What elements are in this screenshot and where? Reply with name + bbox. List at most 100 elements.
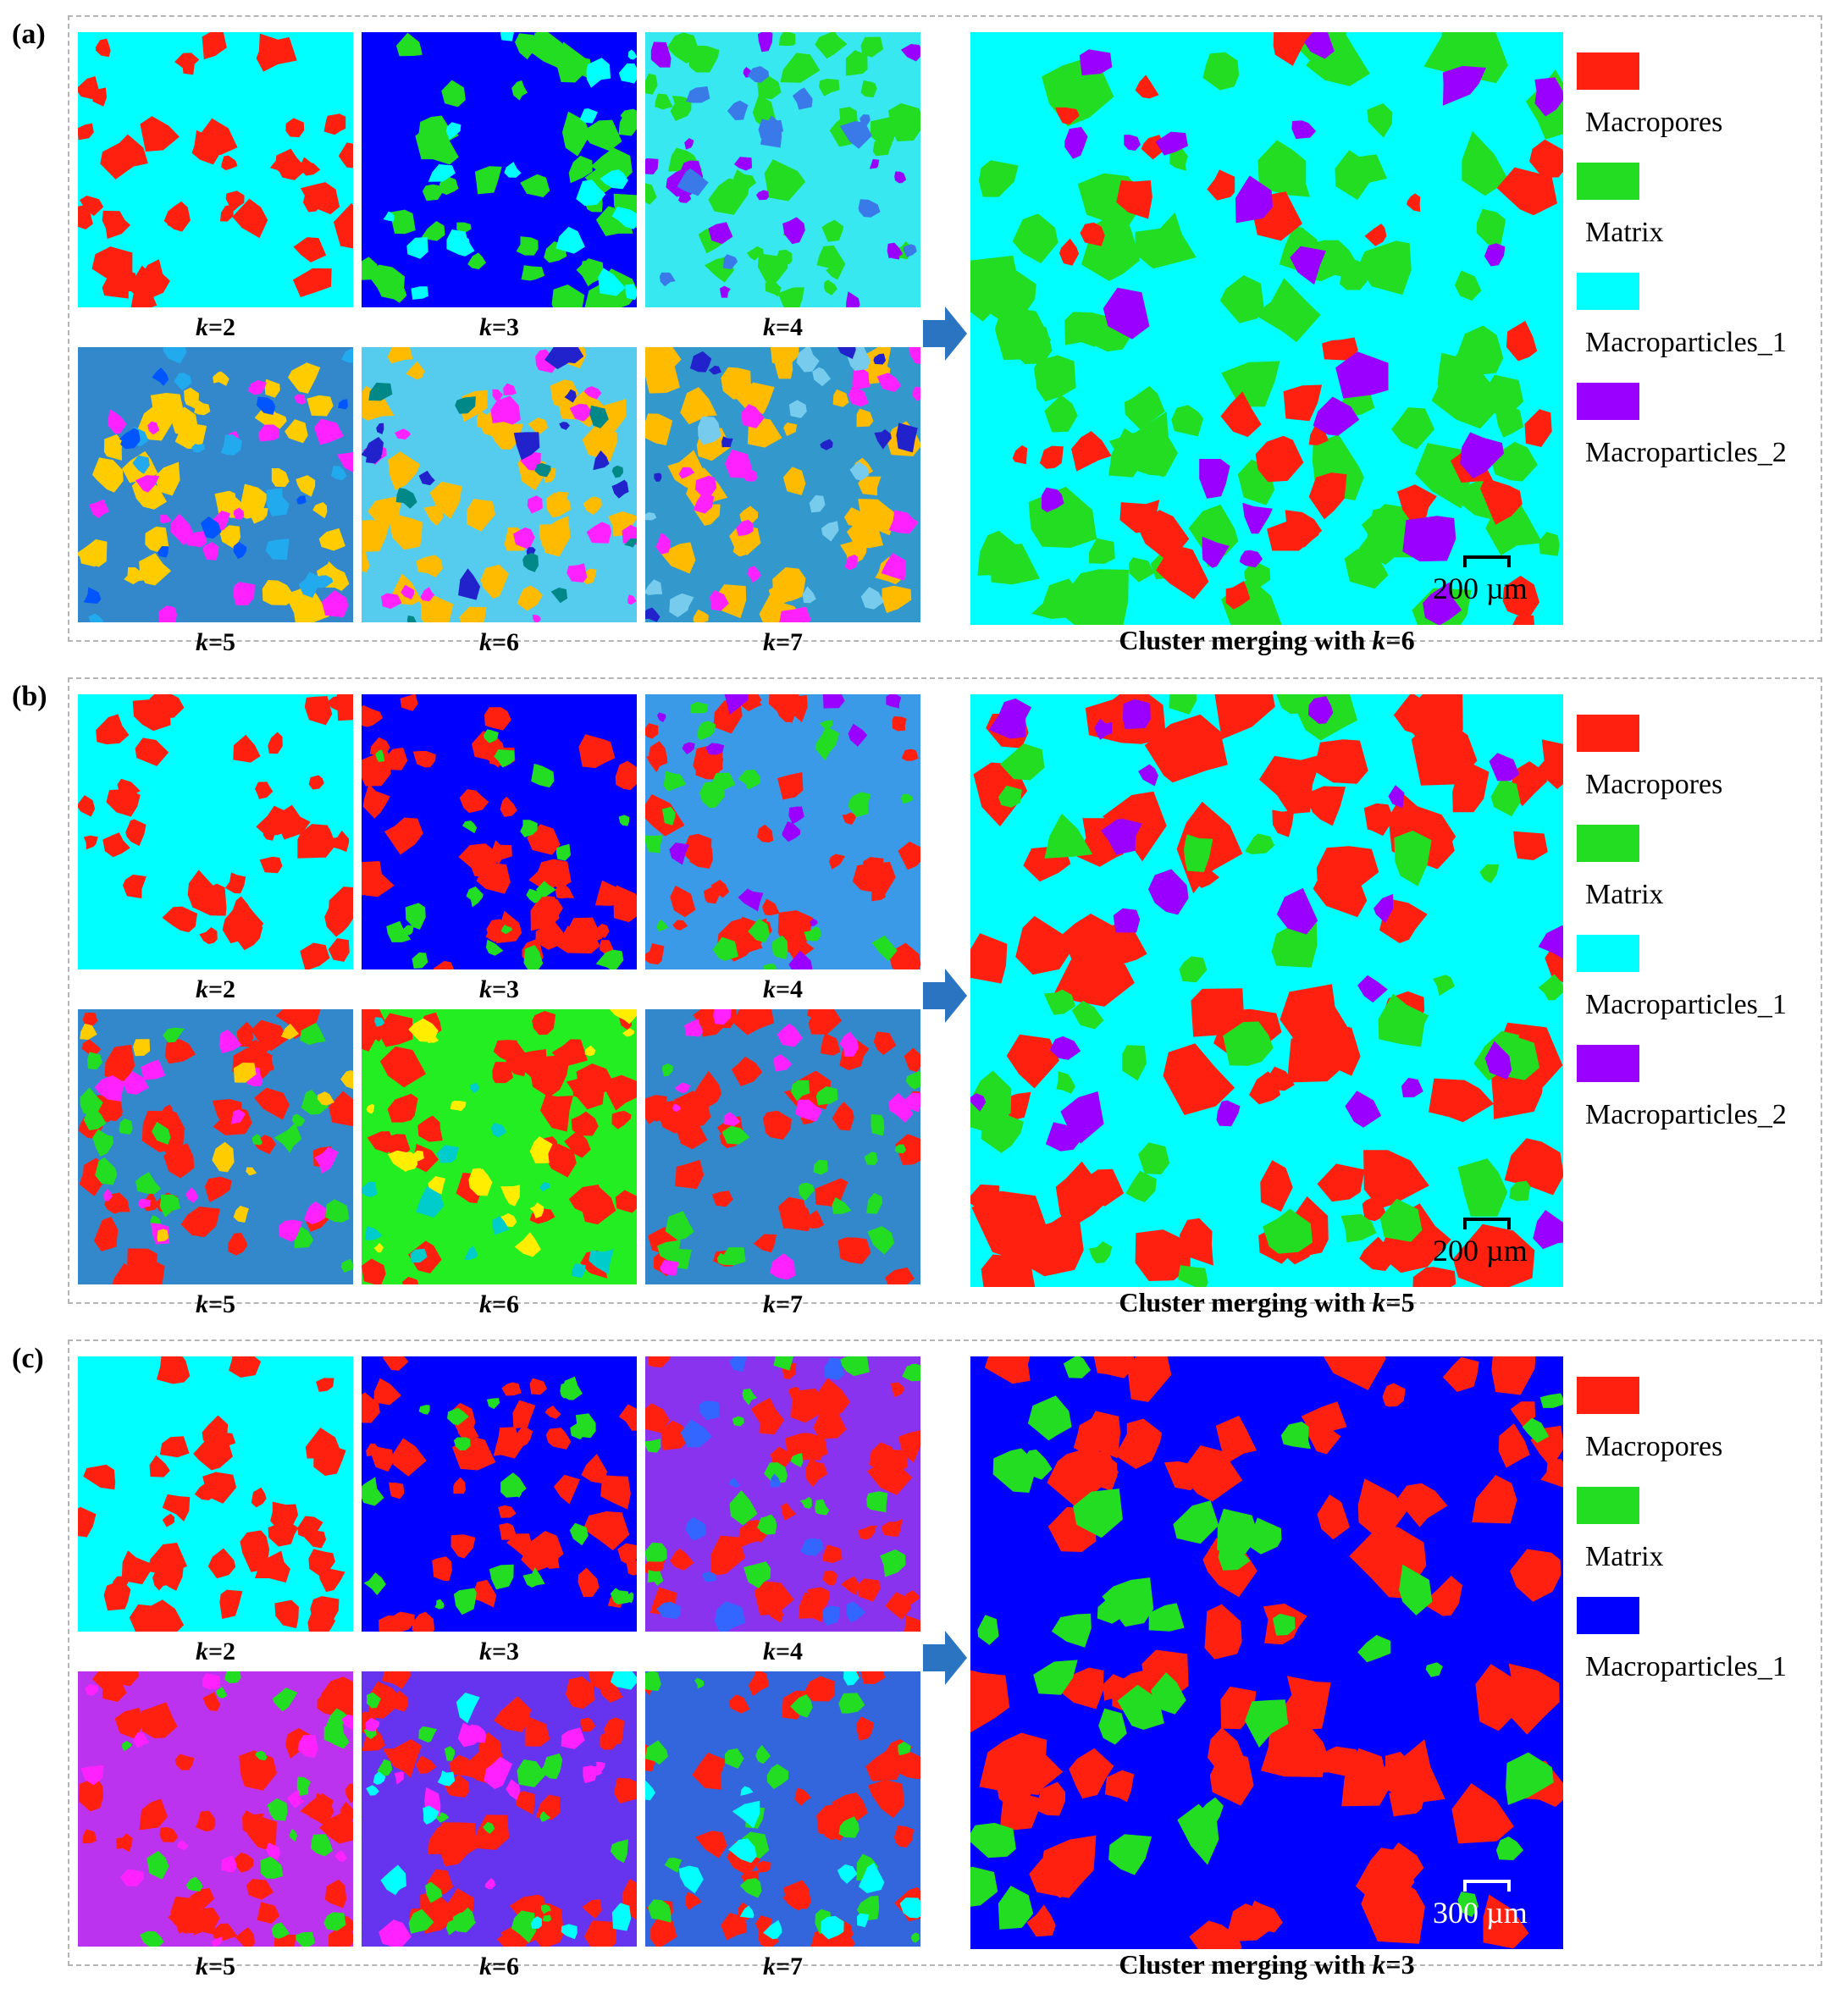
phase-region (645, 413, 673, 446)
phase-region (593, 450, 610, 471)
phase-region (888, 510, 919, 534)
label-part: 2 (223, 1638, 236, 1665)
phase-region (822, 1544, 843, 1564)
phase-region (600, 1475, 631, 1510)
phase-region (489, 1564, 514, 1590)
phase-region (617, 1543, 637, 1567)
phase-region (889, 249, 899, 260)
phase-region (757, 32, 773, 52)
phase-region (1506, 1752, 1554, 1805)
phase-region (723, 1247, 746, 1266)
phase-region (88, 613, 104, 622)
phase-region (149, 694, 185, 719)
phase-region (1220, 391, 1262, 438)
phase-region (133, 1039, 151, 1057)
phase-region (804, 926, 821, 942)
phase-region (578, 734, 616, 769)
phase-region (338, 142, 353, 168)
phase-region (191, 444, 205, 453)
texture-phases (78, 1671, 353, 1947)
phase-region (1178, 1265, 1208, 1287)
phase-region (1504, 1138, 1563, 1196)
phase-region (211, 1936, 223, 1947)
phase-region (977, 530, 1022, 578)
phase-region (429, 481, 462, 519)
label-part: k (195, 1952, 208, 1980)
phase-region (748, 918, 770, 943)
phase-region (492, 389, 504, 401)
label-part: = (207, 975, 224, 1003)
phase-region (191, 883, 227, 916)
phase-region (422, 184, 445, 202)
phase-region (362, 1258, 386, 1284)
phase-region (514, 1791, 535, 1815)
phase-region (567, 563, 588, 583)
phase-region (741, 404, 765, 428)
phase-region (368, 1681, 405, 1719)
phase-region (79, 196, 104, 217)
phase-region (1457, 1892, 1479, 1918)
phase-region (1496, 167, 1557, 216)
right-arrow-icon (923, 307, 967, 361)
phase-region (102, 832, 130, 858)
label-part: = (491, 1952, 507, 1980)
phase-region (756, 1516, 776, 1532)
texture-phases (645, 347, 920, 622)
phase-region (904, 1047, 920, 1073)
phase-region (280, 1023, 299, 1040)
phase-region (529, 1136, 553, 1163)
phase-region (611, 207, 637, 229)
phase-region (174, 1754, 195, 1770)
phase-region (815, 1086, 838, 1106)
phase-region (757, 253, 788, 290)
phase-region (732, 539, 754, 557)
segmentation-texture (362, 694, 637, 969)
phase-region (1373, 893, 1394, 924)
phase-region (860, 1671, 886, 1684)
phase-region (379, 1919, 412, 1947)
phase-region (233, 507, 245, 520)
phase-region (1108, 411, 1178, 477)
phase-region (1117, 1684, 1164, 1730)
phase-region (328, 1929, 353, 1947)
phase-region (670, 1548, 694, 1571)
segmentation-texture (362, 1356, 637, 1632)
label-part: = (491, 313, 507, 341)
phase-region (1280, 1676, 1331, 1730)
phase-region (898, 1741, 911, 1756)
phase-region (738, 888, 764, 912)
phase-region (387, 1093, 418, 1123)
phase-region (530, 1916, 542, 1929)
texture-phases (362, 694, 637, 969)
phase-region (837, 1237, 871, 1264)
phase-region (823, 279, 837, 295)
phase-region (251, 1487, 267, 1508)
phase-region (102, 210, 131, 240)
phase-region (1533, 1210, 1563, 1250)
texture-phases (78, 1009, 353, 1284)
phase-region (434, 1599, 445, 1610)
phase-region (994, 305, 1052, 361)
phase-region (865, 1751, 904, 1781)
phase-region (325, 1199, 350, 1223)
phase-region (610, 1671, 637, 1690)
phase-region (271, 468, 290, 488)
phase-region (1223, 1021, 1274, 1066)
phase-region (645, 1439, 661, 1453)
panel-label-c: (c) (12, 1343, 44, 1374)
phase-region (1484, 1041, 1512, 1080)
phase-region (269, 160, 287, 174)
phase-region (821, 1605, 840, 1626)
label-part: k (762, 628, 776, 656)
phase-region (810, 918, 818, 926)
label-part: = (491, 975, 507, 1003)
phase-region (568, 155, 593, 184)
phase-region (747, 65, 770, 83)
segmentation-texture (362, 347, 637, 622)
phase-region (1064, 127, 1088, 159)
phase-region (1305, 786, 1346, 826)
phase-region (254, 782, 274, 799)
scale-bar (1463, 1880, 1511, 1892)
legend-label: Matrix (1585, 1541, 1664, 1573)
phase-region (331, 465, 347, 481)
